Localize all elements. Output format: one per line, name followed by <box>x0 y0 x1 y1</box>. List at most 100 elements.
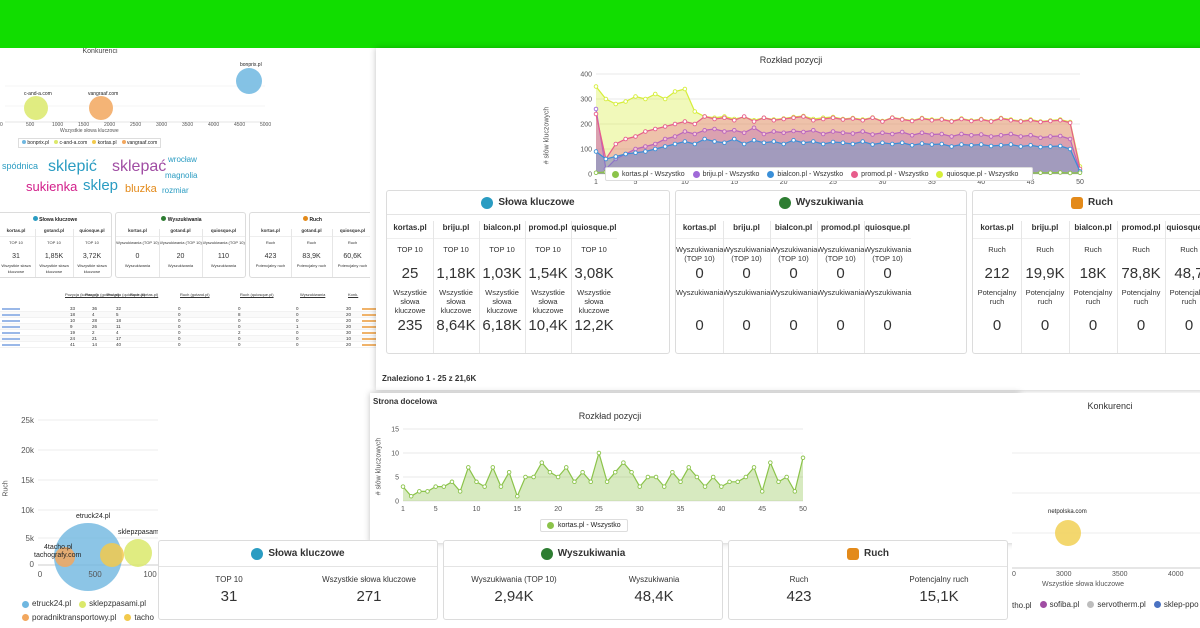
column-header[interactable]: Pozycja (kortas.pl) <box>65 292 98 297</box>
data-point[interactable] <box>662 96 668 102</box>
data-point[interactable] <box>629 469 634 475</box>
data-point[interactable] <box>761 115 767 121</box>
domain-label[interactable]: bialcon.pl <box>770 217 817 239</box>
domain-label[interactable]: quiosque.pl <box>571 217 617 239</box>
data-point[interactable] <box>1038 135 1043 140</box>
data-point[interactable] <box>1048 144 1053 149</box>
data-point[interactable] <box>712 139 717 144</box>
data-point[interactable] <box>969 132 974 138</box>
data-point[interactable] <box>623 99 628 104</box>
data-point[interactable] <box>929 142 935 147</box>
keyword-link[interactable] <box>2 320 20 322</box>
data-point[interactable] <box>449 479 455 485</box>
bubble-netpolska[interactable] <box>1055 520 1081 546</box>
data-point[interactable] <box>811 139 816 144</box>
data-point[interactable] <box>781 130 786 136</box>
data-point[interactable] <box>662 144 668 149</box>
data-point[interactable] <box>998 116 1004 121</box>
data-point[interactable] <box>623 136 628 142</box>
word[interactable]: wrocław <box>168 155 197 164</box>
domain-label[interactable]: bialcon.pl <box>1069 217 1117 239</box>
data-point[interactable] <box>899 140 905 145</box>
data-point[interactable] <box>672 141 678 147</box>
data-point[interactable] <box>850 116 856 121</box>
table-row[interactable]: 9 26 11 0 0 1 20 <box>0 324 380 330</box>
data-point[interactable] <box>555 474 561 480</box>
data-point[interactable] <box>860 118 865 123</box>
data-point[interactable] <box>603 156 609 162</box>
data-point[interactable] <box>741 141 747 147</box>
data-point[interactable] <box>653 474 659 480</box>
data-point[interactable] <box>672 134 678 139</box>
domain-label[interactable]: quiosque.pl <box>1165 217 1200 239</box>
data-point[interactable] <box>870 142 875 147</box>
data-point[interactable] <box>909 132 915 138</box>
domain-label[interactable]: promod.pl <box>1117 217 1165 239</box>
data-point[interactable] <box>776 479 781 485</box>
word[interactable]: spódnica <box>2 161 39 171</box>
legend-item[interactable]: sofiba.pl <box>1039 600 1079 609</box>
domain-label[interactable]: kortas.pl <box>0 225 35 237</box>
data-point[interactable] <box>978 117 984 122</box>
data-point[interactable] <box>870 115 875 121</box>
table-row[interactable]: 19 2 4 0 2 0 30 <box>0 330 380 336</box>
data-point[interactable] <box>1008 142 1014 147</box>
data-point[interactable] <box>998 132 1004 138</box>
data-point[interactable] <box>890 131 895 137</box>
data-point[interactable] <box>840 117 846 122</box>
data-point[interactable] <box>596 450 602 456</box>
data-point[interactable] <box>712 126 717 132</box>
data-point[interactable] <box>633 94 638 99</box>
legend-item[interactable]: kortas.pl <box>92 140 117 146</box>
data-point[interactable] <box>959 131 964 137</box>
data-point[interactable] <box>929 118 935 123</box>
data-point[interactable] <box>830 129 836 134</box>
data-point[interactable] <box>1018 144 1023 149</box>
data-point[interactable] <box>1038 144 1043 150</box>
data-point[interactable] <box>781 141 786 147</box>
domain-label[interactable]: quiosque.pl <box>202 225 245 237</box>
data-point[interactable] <box>820 116 826 122</box>
data-point[interactable] <box>710 474 716 480</box>
bubble-vangraaf[interactable] <box>89 96 113 120</box>
bubble-sklepzpasami[interactable] <box>124 539 152 567</box>
data-point[interactable] <box>1067 146 1073 152</box>
column-header[interactable]: Pozycja (gotand.pl) <box>85 292 120 297</box>
legend-item[interactable]: sklepzpasami.pl <box>79 598 146 610</box>
data-point[interactable] <box>1038 170 1043 175</box>
keyword-link[interactable] <box>2 332 20 334</box>
data-point[interactable] <box>621 460 626 465</box>
data-point[interactable] <box>830 139 836 145</box>
data-point[interactable] <box>880 140 885 145</box>
data-point[interactable] <box>988 143 994 149</box>
domain-label[interactable]: quiosque.pl <box>864 217 911 239</box>
data-point[interactable] <box>1048 118 1053 124</box>
bubble-tachografy[interactable] <box>100 543 124 567</box>
data-point[interactable] <box>939 131 944 137</box>
data-point[interactable] <box>909 142 915 148</box>
keyword-link[interactable] <box>2 308 20 310</box>
data-point[interactable] <box>959 116 964 122</box>
data-point[interactable] <box>539 460 545 465</box>
domain-label[interactable]: promod.pl <box>817 217 864 239</box>
domain-label[interactable]: promod.pl <box>525 217 571 239</box>
data-point[interactable] <box>515 493 520 499</box>
data-point[interactable] <box>988 119 994 124</box>
data-point[interactable] <box>988 134 994 139</box>
data-point[interactable] <box>670 469 675 475</box>
data-point[interactable] <box>692 121 698 127</box>
data-point[interactable] <box>613 141 619 147</box>
table-row[interactable]: 33 36 32 0 0 0 30 <box>0 306 380 312</box>
data-point[interactable] <box>682 119 688 124</box>
data-point[interactable] <box>1057 133 1063 139</box>
table-row[interactable]: 18 4 5 0 8 0 20 <box>0 312 380 318</box>
bubble-bonprix[interactable] <box>236 68 262 94</box>
data-point[interactable] <box>633 150 638 155</box>
data-point[interactable] <box>692 131 698 137</box>
word[interactable]: rozmiar <box>162 186 189 195</box>
column-header[interactable]: Ruch (kortas.pl) <box>130 292 159 297</box>
column-header[interactable]: Wyszukiwania <box>300 292 326 297</box>
legend-item[interactable]: etruck24.pl <box>22 598 71 610</box>
data-point[interactable] <box>939 117 944 122</box>
data-point[interactable] <box>1018 119 1023 124</box>
